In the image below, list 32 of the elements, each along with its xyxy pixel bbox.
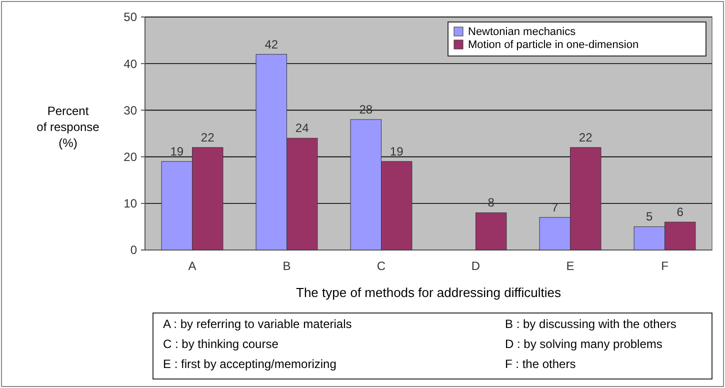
text: C : by thinking course	[163, 337, 279, 351]
x-axis-title: The type of methods for addressing difficulties	[296, 285, 562, 300]
data-label: 6	[676, 205, 684, 220]
text: E : first by accepting/memorizing	[163, 357, 336, 371]
bar	[476, 212, 507, 250]
y-tick-label: 0	[130, 243, 138, 258]
text: A : by referring to variable materials	[163, 317, 352, 331]
text: F : the others	[505, 357, 576, 371]
data-label: 24	[295, 121, 310, 136]
data-label: 7	[552, 200, 559, 214]
x-tick-label: A	[188, 259, 196, 273]
data-label: 22	[578, 130, 593, 144]
data-label: 42	[264, 37, 278, 52]
y-axis-title: Percent of response (%)	[36, 104, 100, 150]
y-tick-label: 50	[124, 10, 138, 24]
data-label: 5	[646, 210, 654, 224]
y-tick-label: 40	[124, 56, 138, 71]
x-tick-label: E	[566, 259, 574, 273]
data-label: 19	[390, 144, 404, 158]
legend-label: Newtonian mechanics	[468, 26, 576, 38]
legend-label: Motion of particle in one-dimension	[468, 39, 639, 51]
x-tick-label: B	[282, 259, 291, 273]
y-tick-label: 10	[124, 196, 138, 211]
text: B : by discussing with the others	[505, 317, 676, 331]
text: D : by solving many problems	[505, 337, 662, 351]
x-tick-label: D	[471, 259, 480, 273]
y-tick-label: 30	[124, 103, 138, 118]
data-label: 22	[200, 130, 215, 144]
x-tick-label: C	[376, 259, 386, 273]
data-label: 19	[170, 144, 184, 158]
y-tick-label: 20	[124, 150, 138, 164]
x-tick-label: F	[661, 259, 668, 273]
